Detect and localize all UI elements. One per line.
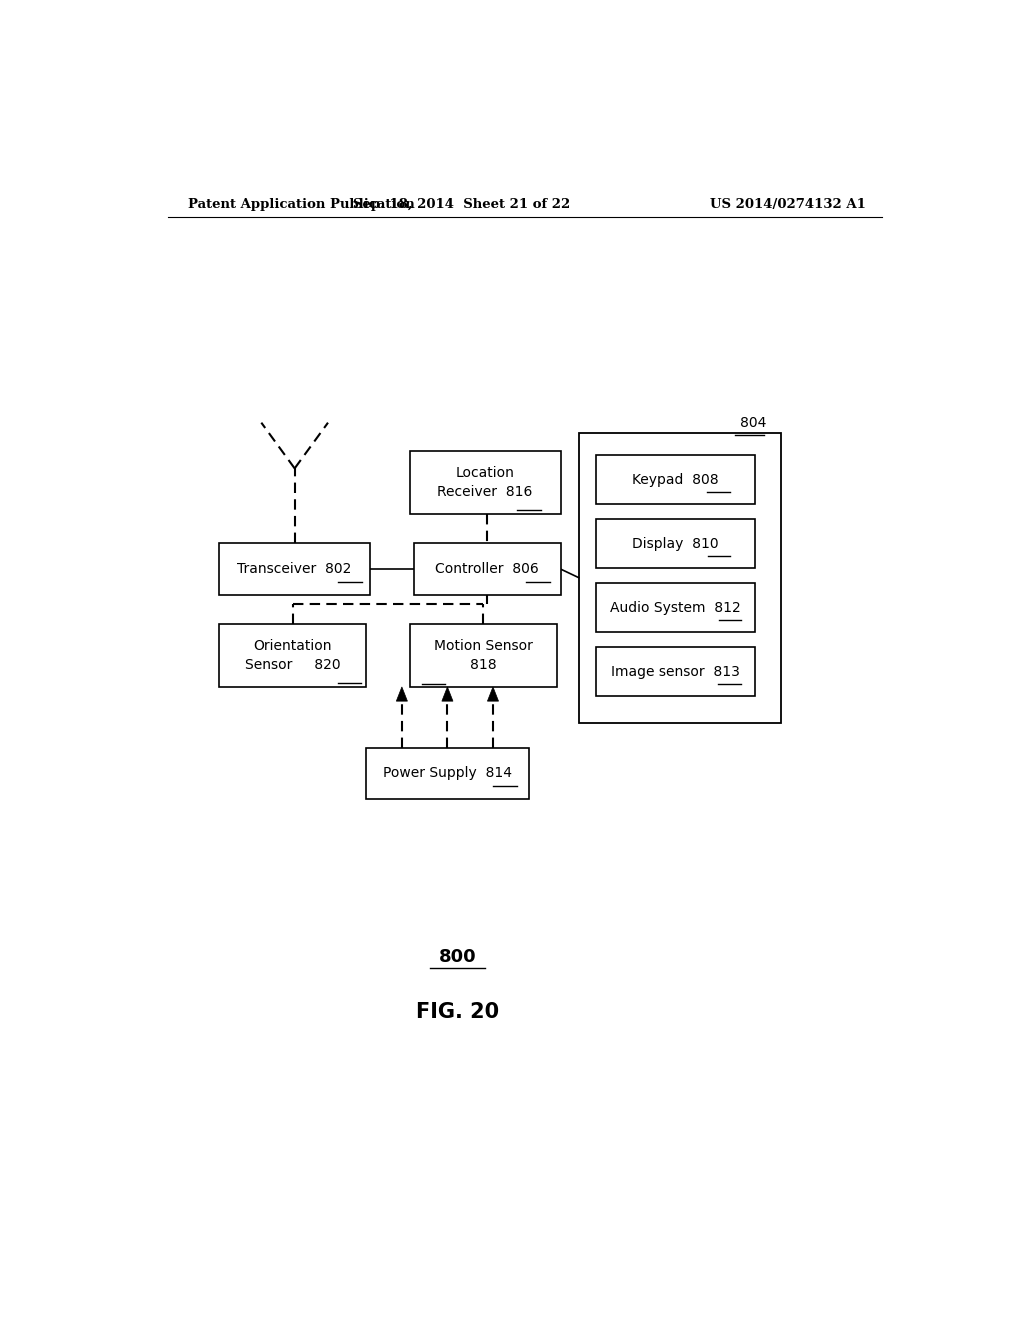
Polygon shape: [487, 686, 499, 701]
Text: Image sensor  813: Image sensor 813: [611, 665, 740, 678]
Bar: [219, 543, 370, 595]
Bar: [596, 583, 755, 632]
Text: Display  810: Display 810: [632, 537, 719, 550]
Text: 804: 804: [740, 416, 767, 430]
Text: FIG. 20: FIG. 20: [416, 1002, 499, 1022]
Text: US 2014/0274132 A1: US 2014/0274132 A1: [711, 198, 866, 211]
Text: Power Supply  814: Power Supply 814: [383, 767, 512, 780]
Bar: [596, 647, 755, 696]
Bar: [579, 433, 781, 722]
Bar: [596, 519, 755, 568]
Text: 800: 800: [438, 949, 476, 966]
Text: Transceiver  802: Transceiver 802: [238, 562, 352, 576]
Text: Motion Sensor
818: Motion Sensor 818: [434, 639, 532, 672]
Bar: [367, 748, 528, 799]
Text: Sep. 18, 2014  Sheet 21 of 22: Sep. 18, 2014 Sheet 21 of 22: [352, 198, 570, 211]
Polygon shape: [442, 686, 453, 701]
Text: Location
Receiver  816: Location Receiver 816: [437, 466, 532, 499]
Bar: [219, 624, 367, 686]
Polygon shape: [396, 686, 408, 701]
Text: Controller  806: Controller 806: [435, 562, 539, 576]
Bar: [596, 455, 755, 504]
Bar: [410, 624, 557, 686]
Bar: [414, 543, 560, 595]
Bar: [410, 451, 560, 515]
Text: Orientation
Sensor     820: Orientation Sensor 820: [245, 639, 341, 672]
Text: Keypad  808: Keypad 808: [632, 473, 719, 487]
Text: Patent Application Publication: Patent Application Publication: [187, 198, 415, 211]
Text: Audio System  812: Audio System 812: [610, 601, 741, 615]
